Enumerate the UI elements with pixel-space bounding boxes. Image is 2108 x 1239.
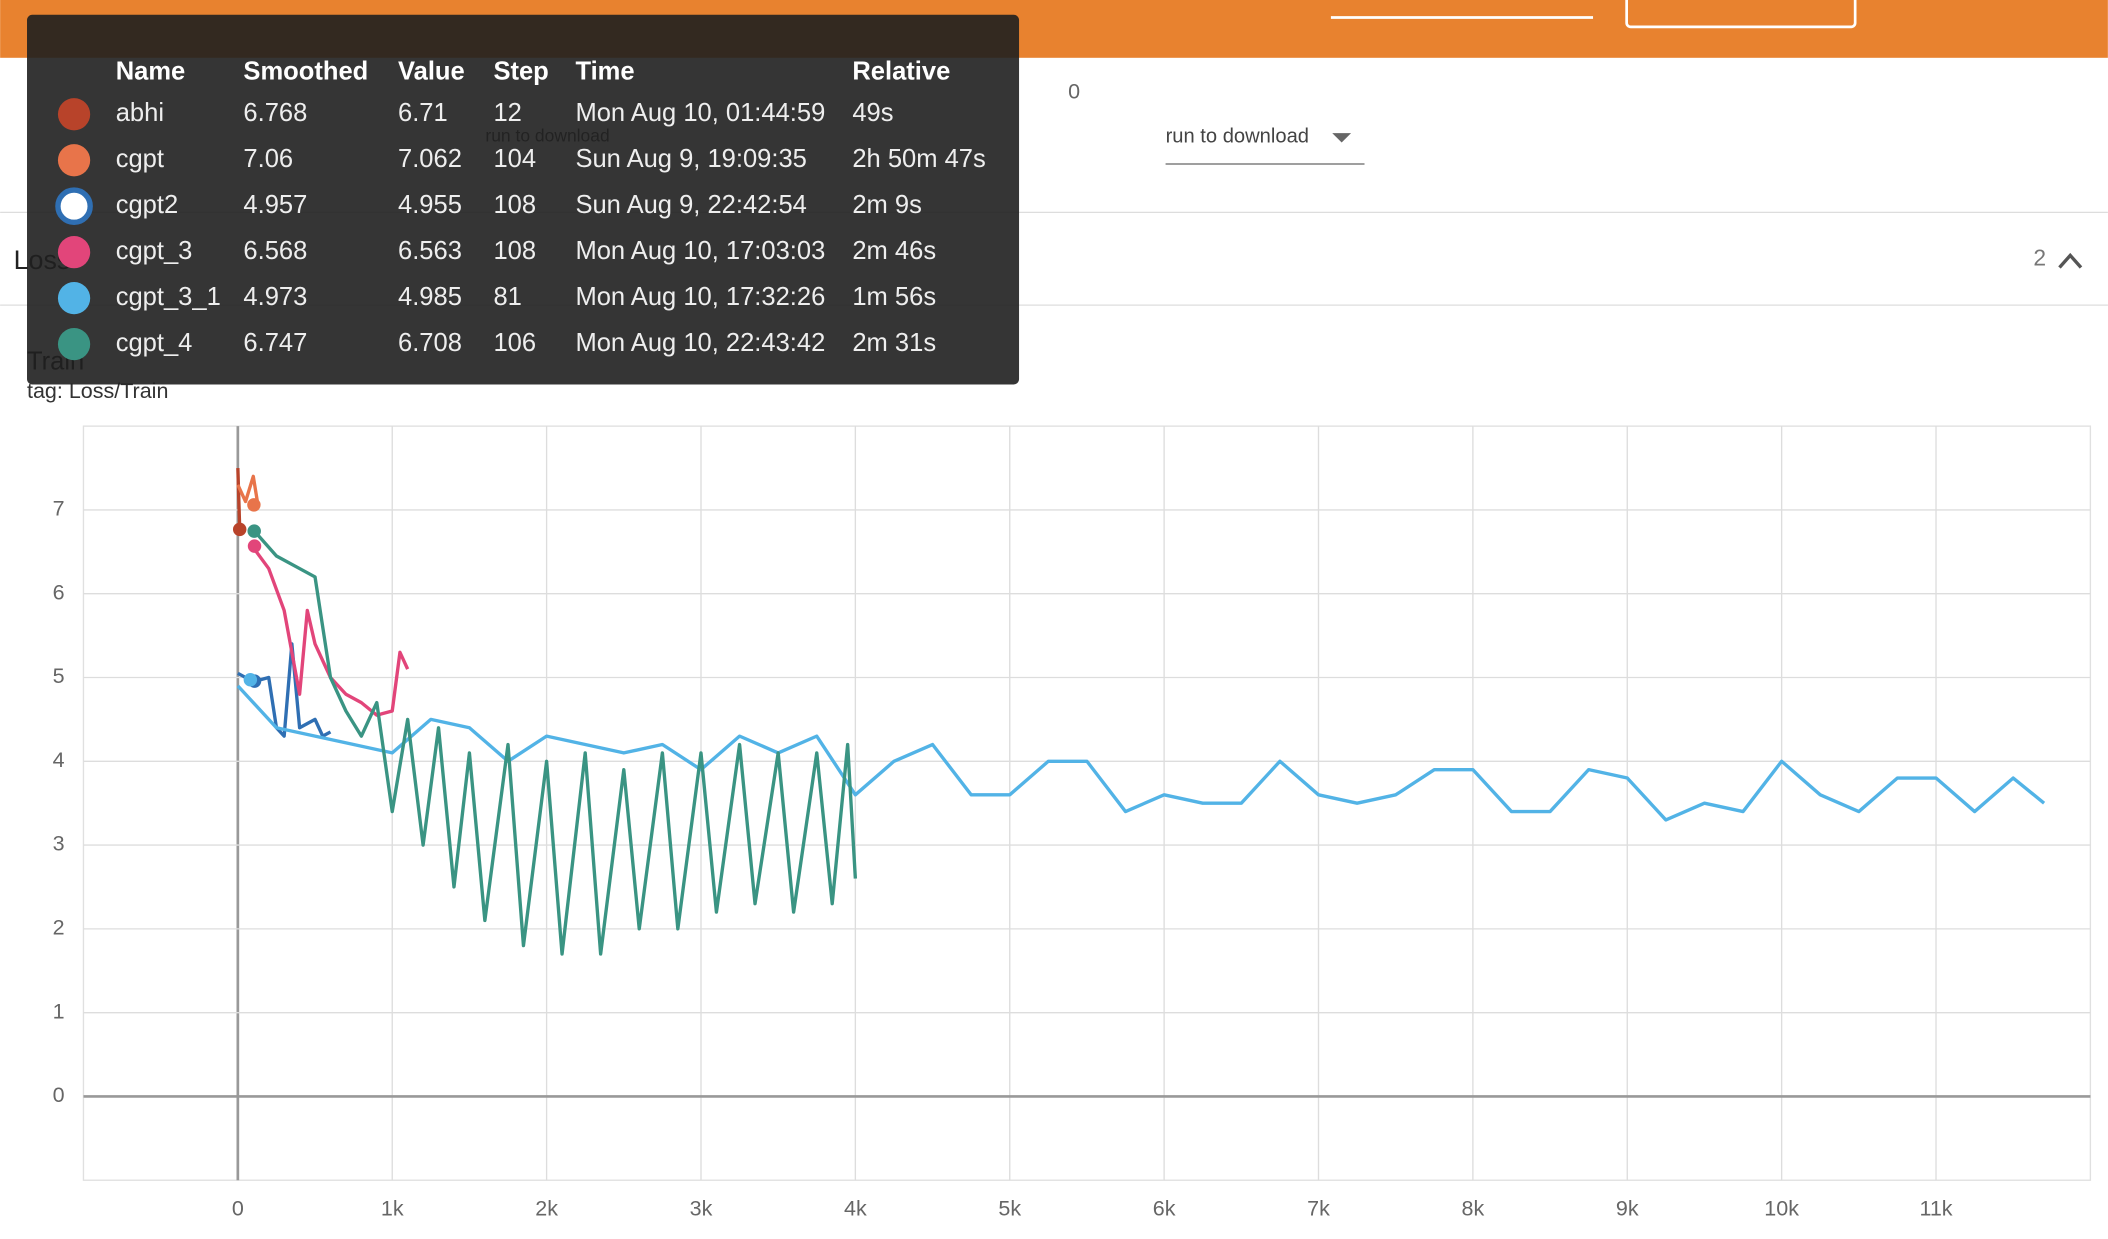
- x-tick-label: 2k: [535, 1196, 558, 1220]
- series-line: [236, 684, 2046, 822]
- tooltip-step: 81: [493, 283, 521, 311]
- series-line: [252, 529, 858, 956]
- y-tick-label: 5: [53, 664, 65, 688]
- x-tick-label: 10k: [1764, 1196, 1799, 1220]
- legend-swatch: [57, 98, 91, 131]
- y-tick-label: 6: [53, 580, 65, 604]
- series-line: [251, 546, 410, 717]
- x-tick-label: 5k: [998, 1196, 1021, 1220]
- hover-dot: [247, 524, 261, 538]
- tooltip-relative: 1m 56s: [852, 283, 936, 311]
- hover-dot: [243, 673, 258, 687]
- tooltip-header: Value: [398, 57, 465, 85]
- y-tick-label: 4: [53, 748, 65, 772]
- x-tick-label: 6k: [1153, 1196, 1176, 1220]
- tooltip-time: Sun Aug 9, 22:42:54: [575, 191, 806, 219]
- series-line: [236, 474, 260, 506]
- tooltip-step: 108: [493, 191, 536, 219]
- tooltip-step: 106: [493, 329, 536, 357]
- series-line: [237, 642, 332, 738]
- upload-button[interactable]: [1625, 0, 1857, 29]
- tooltip-header: Time: [575, 57, 634, 85]
- tooltip-smoothed: 6.568: [243, 237, 307, 265]
- legend-swatch: [57, 144, 91, 177]
- legend-swatch: [57, 236, 91, 269]
- x-tick-label: 9k: [1616, 1196, 1639, 1220]
- tooltip-smoothed: 6.747: [243, 329, 307, 357]
- tooltip-time: Mon Aug 10, 22:43:42: [575, 329, 825, 357]
- section-count: 2: [2033, 244, 2046, 270]
- tooltip: Name Smoothed Value Step Time Relative abhi 6.7…: [27, 14, 1020, 385]
- tooltip-smoothed: 6.768: [243, 99, 307, 127]
- tooltip-relative: 2m 31s: [852, 329, 936, 357]
- tooltip-time: Mon Aug 10, 17:03:03: [575, 237, 825, 265]
- tooltip-value: 4.955: [398, 191, 462, 219]
- tooltip-name: cgpt_3: [116, 237, 193, 265]
- tooltip-smoothed: 4.973: [243, 283, 307, 311]
- tooltip-header: Relative: [852, 57, 950, 85]
- tooltip-step: 108: [493, 237, 536, 265]
- tooltip-name: abhi: [116, 99, 164, 127]
- x-tick-label: 3k: [690, 1196, 713, 1220]
- x-tick-label: 0: [232, 1196, 244, 1220]
- tooltip-name: cgpt: [116, 145, 164, 173]
- legend-swatch: [57, 327, 91, 361]
- tooltip-name: cgpt2: [116, 191, 178, 219]
- tooltip-time: Mon Aug 10, 17:32:26: [575, 283, 825, 311]
- tooltip-name: cgpt_4: [116, 329, 193, 357]
- legend-swatch: [55, 187, 93, 226]
- x-tick-label: 7k: [1307, 1196, 1330, 1220]
- tooltip-time: Mon Aug 10, 01:44:59: [575, 99, 825, 127]
- dropdown-arrow: [1332, 133, 1352, 143]
- plot-frame: [82, 425, 2092, 1181]
- series-line: [236, 467, 242, 530]
- tooltip-value: 6.563: [398, 237, 462, 265]
- legend-swatch: [57, 282, 91, 315]
- x-tick-label: 1k: [381, 1196, 404, 1220]
- tooltip-header: Name: [116, 57, 186, 85]
- hover-dot: [232, 522, 247, 537]
- tooltip-relative: 2m 9s: [852, 191, 922, 219]
- collapse-icon[interactable]: [2058, 252, 2083, 269]
- y-tick-label: 2: [53, 916, 65, 940]
- tooltip-relative: 2m 46s: [852, 237, 936, 265]
- y-tick-label: 3: [53, 832, 65, 856]
- tooltip-step: 12: [493, 99, 521, 127]
- y-tick-label: 7: [53, 497, 65, 521]
- tooltip-value: 7.062: [398, 145, 462, 173]
- tooltip-relative: 49s: [852, 99, 893, 127]
- tooltip-value: 4.985: [398, 283, 462, 311]
- x-tick-label: 4k: [844, 1196, 867, 1220]
- tooltip-relative: 2h 50m 47s: [852, 145, 985, 173]
- x-tick-label: 11k: [1919, 1196, 1952, 1220]
- hover-dot: [247, 539, 262, 553]
- plot: 0 1k 2k 3k 4k 5k 6k 7k 8k 9k 10k 11k 0 1 2 3 4 5 6 7: [53, 425, 2092, 1220]
- tooltip-value: 6.708: [398, 329, 462, 357]
- card-tag: tag: Loss/Train: [27, 379, 168, 403]
- tooltip-header: Step: [493, 57, 548, 85]
- x-tick-label: 8k: [1462, 1196, 1485, 1220]
- tooltip-header: Smoothed: [243, 57, 368, 85]
- tooltip-smoothed: 7.06: [243, 145, 293, 173]
- tooltip-box: [27, 14, 1020, 385]
- run-select[interactable]: run to download: [1166, 125, 1309, 147]
- tooltip-smoothed: 4.957: [243, 191, 307, 219]
- tooltip-name: cgpt_3_1: [116, 283, 221, 311]
- tooltip-step: 104: [493, 145, 536, 173]
- y-tick-label: 0: [53, 1083, 65, 1107]
- y-tick-label: 1: [53, 999, 65, 1023]
- zero-label: 0: [1068, 79, 1080, 103]
- tooltip-time: Sun Aug 9, 19:09:35: [575, 145, 806, 173]
- tooltip-value: 6.71: [398, 99, 448, 127]
- hover-dot: [247, 498, 261, 512]
